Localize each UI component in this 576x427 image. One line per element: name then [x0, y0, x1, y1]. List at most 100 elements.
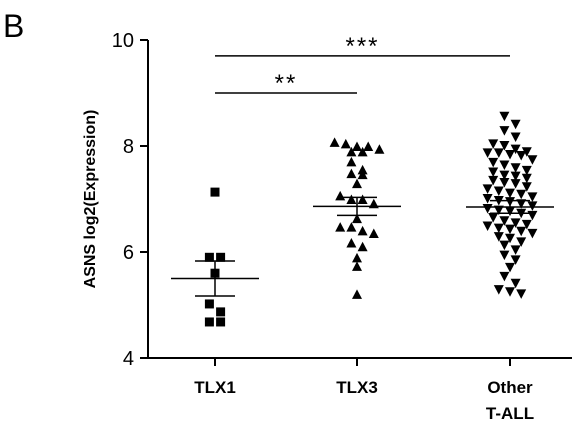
data-point [329, 137, 340, 147]
data-point [482, 184, 493, 194]
data-point [510, 132, 521, 142]
data-point [493, 223, 504, 234]
data-point [510, 144, 521, 155]
data-point [505, 287, 515, 297]
data-point [527, 201, 538, 211]
data-point [357, 169, 368, 180]
data-point [335, 222, 346, 232]
data-point [510, 119, 521, 130]
data-point [499, 126, 510, 136]
data-point [499, 216, 510, 226]
data-point [510, 179, 521, 189]
data-point [352, 252, 362, 263]
data-point [352, 141, 362, 152]
significance-label: ** [275, 70, 298, 97]
data-point [521, 182, 532, 192]
y-tick-label: 6 [123, 242, 134, 264]
data-point [493, 148, 504, 158]
data-point [488, 213, 499, 223]
data-point [340, 138, 351, 149]
data-point [357, 194, 368, 205]
data-point [521, 219, 532, 230]
data-point [357, 164, 368, 175]
data-point [346, 146, 357, 157]
panel-label: B [3, 8, 24, 44]
data-points [204, 111, 538, 327]
x-tick-label: TLX3 [336, 378, 378, 397]
data-point [521, 147, 532, 157]
data-point [510, 171, 521, 182]
x-tick-label: Other [487, 378, 533, 397]
data-point [516, 289, 527, 299]
data-point [210, 187, 220, 197]
data-point [510, 245, 521, 255]
data-point [516, 151, 527, 161]
data-point [368, 228, 379, 238]
data-point [499, 160, 510, 171]
data-point [482, 148, 493, 158]
data-point [352, 213, 362, 224]
data-point [510, 255, 521, 265]
data-point [505, 149, 515, 160]
data-point [527, 155, 538, 165]
data-point [527, 192, 538, 202]
x-tick-label: T-ALL [486, 404, 534, 423]
data-point [216, 317, 226, 327]
y-tick-label: 10 [112, 30, 134, 52]
x-axis: TLX1 TLX3 Other T-ALL [148, 357, 572, 423]
data-point [516, 237, 527, 247]
data-point [482, 221, 493, 231]
data-point [357, 146, 368, 157]
data-point [505, 224, 515, 235]
data-point [499, 178, 510, 188]
data-point [482, 204, 493, 214]
data-point [505, 188, 515, 199]
data-point [357, 225, 368, 236]
data-point [346, 156, 357, 167]
data-point [499, 170, 510, 181]
data-point [499, 111, 510, 122]
data-point [216, 307, 226, 317]
data-point [516, 199, 527, 209]
data-point [499, 271, 510, 282]
x-tick-label: TLX1 [194, 378, 236, 397]
data-point [346, 238, 357, 248]
mean-sem-bars [171, 196, 554, 297]
data-point [510, 218, 521, 228]
data-point [499, 250, 510, 261]
data-point [363, 141, 374, 152]
data-point [346, 194, 357, 205]
data-point [499, 140, 510, 151]
data-point [204, 252, 214, 262]
y-axis-label: ASNS log2(Expression) [82, 110, 99, 289]
data-point [521, 165, 532, 176]
data-point [505, 262, 515, 273]
data-point [352, 178, 362, 189]
data-point [204, 317, 214, 327]
y-axis: 4 6 8 10 [112, 30, 149, 370]
data-point [488, 157, 499, 168]
data-point [346, 222, 357, 232]
data-point [374, 144, 385, 154]
data-point [505, 233, 515, 244]
data-point [493, 205, 504, 216]
data-point [516, 189, 527, 200]
y-tick-label: 8 [123, 136, 134, 158]
data-point [352, 289, 362, 299]
data-point [204, 299, 214, 309]
data-point [488, 175, 499, 186]
significance-annotations: ***** [215, 33, 510, 97]
data-point [335, 190, 346, 201]
data-point [493, 232, 504, 242]
data-point [346, 168, 357, 179]
data-point [488, 167, 499, 177]
data-point [216, 252, 226, 262]
data-point [527, 228, 538, 239]
data-point [521, 173, 532, 184]
data-point [499, 240, 510, 251]
data-point [493, 186, 504, 197]
y-tick-label: 4 [123, 348, 134, 370]
data-point [510, 163, 521, 173]
data-point [482, 193, 493, 204]
